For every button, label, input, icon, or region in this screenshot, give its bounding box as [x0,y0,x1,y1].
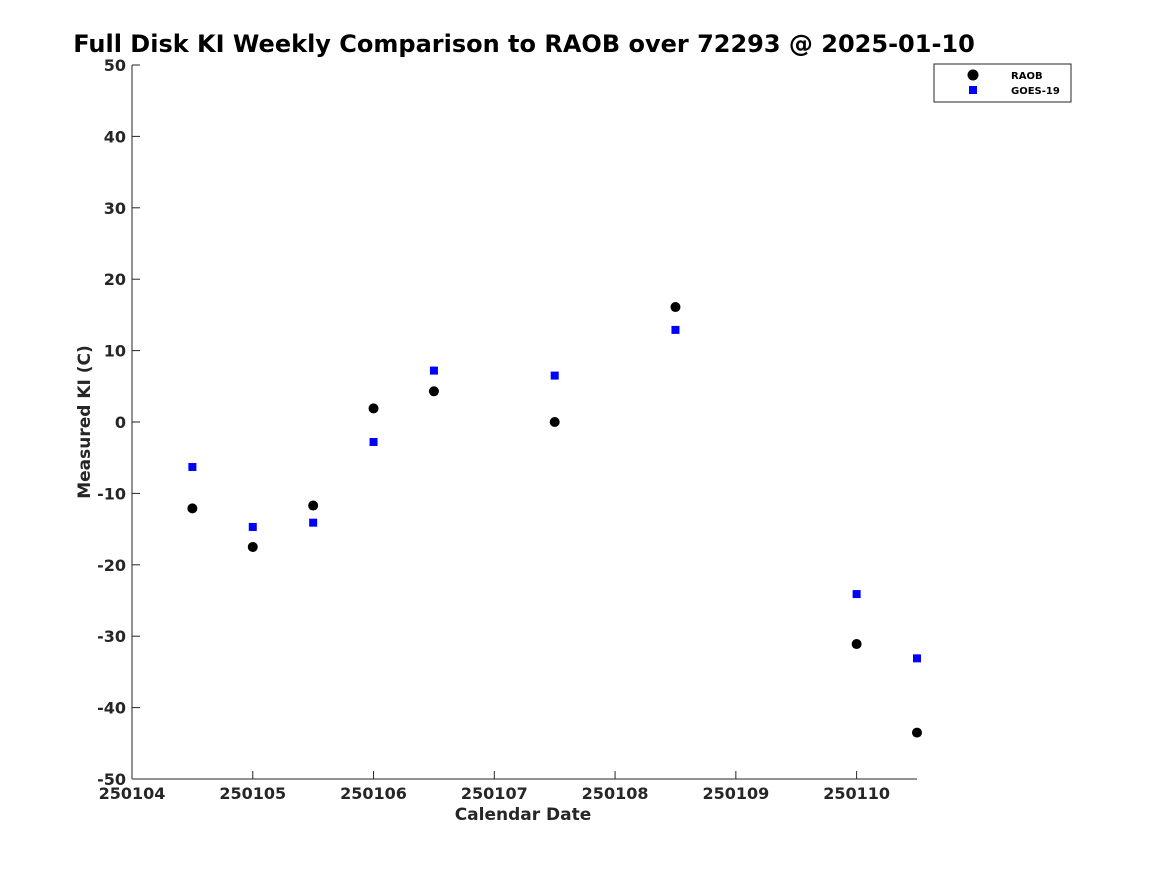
point-raob [670,302,681,313]
point-raob [308,500,319,511]
x-tick-label: 250105 [219,784,286,803]
point-goes19 [913,654,921,663]
x-tick-label: 250110 [823,784,890,803]
point-goes19 [309,518,318,527]
legend-label-raob: RAOB [1011,71,1043,82]
point-raob [428,386,439,397]
chart-title: Full Disk KI Weekly Comparison to RAOB o… [73,30,975,58]
point-goes19 [550,371,559,380]
x-tick-label: 250107 [461,784,528,803]
legend-label-goes19: GOES-19 [1011,86,1060,97]
point-raob [549,417,560,427]
x-tick-label: 250109 [702,784,769,803]
point-raob [912,727,922,738]
axes [131,65,917,780]
y-tick-label: -20 [97,556,126,575]
y-axis-label: Measured KI (C) [75,345,95,499]
legend-marker-raob [967,69,979,81]
point-raob [247,541,258,552]
point-raob [851,639,862,650]
y-tick-label: -30 [97,627,126,646]
point-goes19 [671,325,680,334]
y-tick-label: 20 [104,270,126,289]
y-tick-label: -10 [97,484,126,503]
y-axis-ticks: 50 40 30 20 10 0 -10 -20 -30 -40 -50 [97,56,140,789]
point-raob [368,403,379,414]
legend-marker-goes19 [969,86,977,94]
point-goes19 [188,462,197,471]
data-points [187,302,922,738]
x-tick-label: 250108 [582,784,649,803]
x-tick-label: 250104 [99,784,166,803]
point-goes19 [369,437,378,446]
y-tick-label: -50 [97,770,126,789]
x-axis-ticks: 250104 250105 250106 250107 250108 250109 2501… [99,771,890,803]
y-tick-label: -40 [97,699,126,718]
y-tick-label: 10 [104,342,126,361]
point-goes19 [852,590,861,599]
y-tick-label: 40 [104,127,126,146]
y-tick-label: 30 [104,199,126,218]
point-goes19 [429,366,438,375]
y-tick-label: 50 [104,56,126,75]
legend-box [933,63,1072,103]
point-raob [187,503,198,514]
y-tick-label: 0 [115,413,126,432]
point-goes19 [248,522,257,531]
x-tick-label: 250106 [340,784,407,803]
x-axis-label: Calendar Date [455,805,592,825]
legend: RAOB GOES-19 [933,63,1072,103]
